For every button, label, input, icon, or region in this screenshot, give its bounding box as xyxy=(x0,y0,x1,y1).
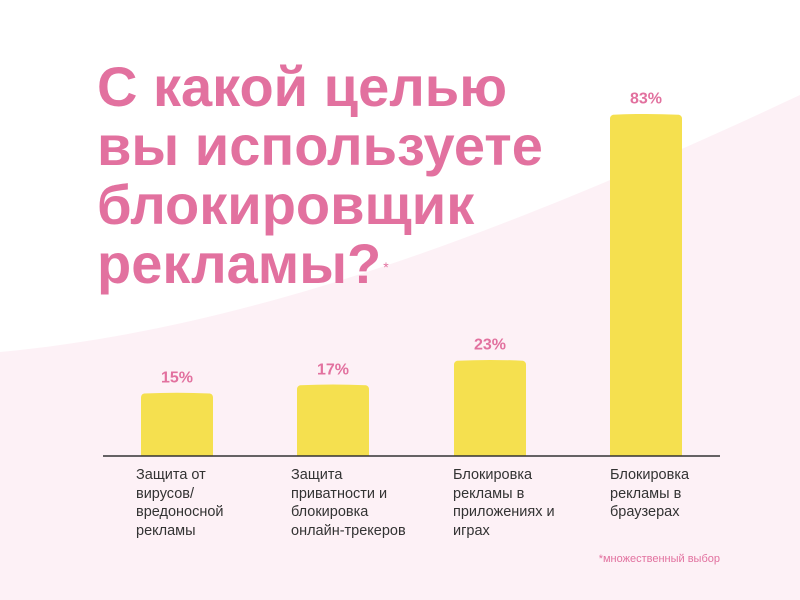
category-label-line: рекламы в xyxy=(453,485,525,502)
chart-title-line: вы используете xyxy=(97,114,543,177)
category-label: Защита приватности и блокировка онлайн-трек… xyxy=(291,466,441,540)
category-label-line: приложениях и xyxy=(453,504,555,520)
category-label: Блокировка рекламы в приложениях и играх xyxy=(453,466,603,540)
category-label-line: онлайн-трекеров xyxy=(291,522,406,539)
bar-value-label: 17% xyxy=(317,361,349,378)
chart-title-line: рекламы? * xyxy=(97,234,543,293)
bar xyxy=(141,392,213,456)
bar-value-label: 23% xyxy=(474,337,506,354)
bar xyxy=(297,384,369,456)
category-label-line: вирусов/ xyxy=(136,485,194,502)
background-wave-shape xyxy=(0,95,800,600)
bar xyxy=(454,359,526,456)
category-label-line: рекламы xyxy=(136,522,196,539)
chart-title: С какой целью вы используете блокировщик… xyxy=(97,57,543,293)
category-label-line: играх xyxy=(453,522,490,539)
chart-title-line: блокировщик xyxy=(97,173,475,236)
bars-group xyxy=(141,113,682,456)
bar-value-label: 83% xyxy=(630,91,662,108)
category-label-line: Защита xyxy=(291,467,343,483)
category-label-line: блокировка xyxy=(291,504,369,520)
bar-value-label: 15% xyxy=(161,370,193,387)
category-label-line: рекламы в xyxy=(610,485,682,502)
title-asterisk: * xyxy=(383,259,389,275)
footnote: *множественный выбор xyxy=(598,553,720,565)
value-labels-group: 15% 17% 23% 83% xyxy=(161,91,662,387)
category-label-line: Блокировка xyxy=(453,467,533,483)
category-label-line: вредоносной xyxy=(136,504,224,520)
category-label-line: Блокировка xyxy=(610,467,690,483)
category-label-line: браузерах xyxy=(610,504,680,520)
category-label-line: Защита от xyxy=(136,467,206,483)
category-label: Защита от вирусов/вредоносной рекламы xyxy=(136,466,286,540)
category-label: Блокировка рекламы в браузерах xyxy=(610,466,760,522)
chart-title-line-text: рекламы? xyxy=(97,232,382,295)
category-label-line: приватности и xyxy=(291,485,388,502)
chart-title-line: С какой целью xyxy=(97,55,508,118)
bar xyxy=(610,113,682,456)
